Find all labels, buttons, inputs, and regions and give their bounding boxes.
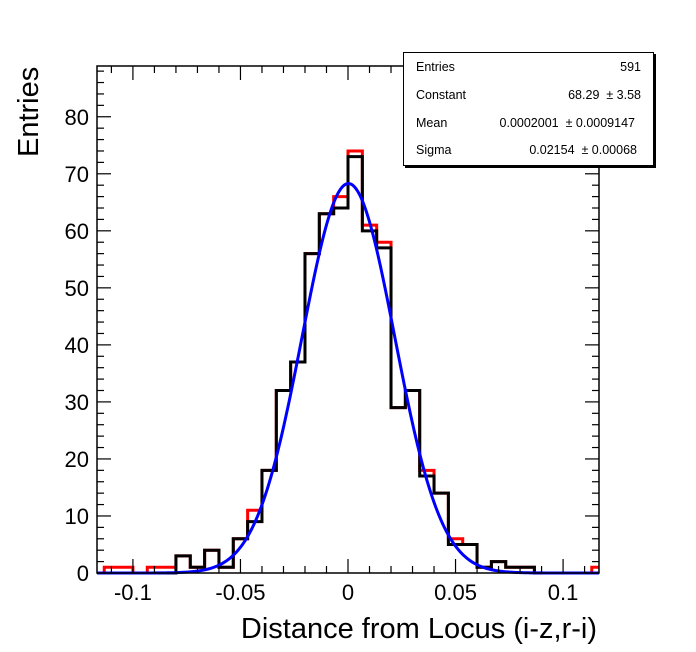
histogram-selected-bin <box>420 476 434 573</box>
stats-row-mean: Mean 0.0002001 ± 0.0009147 <box>416 116 641 132</box>
histogram-all-bin <box>319 214 333 573</box>
stats-label: Entries <box>416 60 455 74</box>
histogram-selected-bin <box>276 391 290 573</box>
histogram-selected-bin <box>348 157 362 573</box>
histogram-selected-bin <box>334 208 348 573</box>
stats-value: 68.29 ± 3.58 <box>568 88 641 102</box>
stats-value: 591 <box>620 60 641 74</box>
x-tick-label: -0.1 <box>114 580 152 605</box>
histogram-selected-bin <box>377 248 391 573</box>
histogram-all-bin <box>420 470 434 573</box>
stats-value: 0.0002001 ± 0.0009147 <box>499 116 635 130</box>
histogram-all-bin <box>362 225 376 573</box>
histogram-layer <box>97 149 599 575</box>
stats-label: Sigma <box>416 143 452 157</box>
histogram-all-bin <box>377 242 391 573</box>
histogram-selected-bin <box>176 556 190 573</box>
y-tick-label: 80 <box>65 105 89 130</box>
y-tick-label: 0 <box>77 561 89 586</box>
histogram-selected-bin <box>291 362 305 573</box>
y-tick-label: 40 <box>65 333 89 358</box>
histogram-selected-bin <box>305 254 319 573</box>
y-tick-label: 20 <box>65 447 89 472</box>
histogram-selected-outline <box>97 155 599 575</box>
histogram-all-outline <box>97 149 599 575</box>
histogram-all-bin <box>291 362 305 573</box>
histogram-all-bin <box>348 151 362 573</box>
y-axis-title: Entries <box>13 67 45 157</box>
gaussian-fit-curve <box>97 182 599 575</box>
stats-label: Mean <box>416 116 448 130</box>
stats-row-constant: Constant 68.29 ± 3.58 <box>416 88 641 104</box>
y-tick-label: 10 <box>65 504 89 529</box>
histogram-selected-bin <box>248 522 262 573</box>
histogram-all-bin <box>305 254 319 573</box>
stats-label: Constant <box>416 88 467 102</box>
y-tick-label: 50 <box>65 276 89 301</box>
stats-value: 0.02154 ± 0.00068 <box>529 143 637 157</box>
x-axis-title: Distance from Locus (i-z,r-i) <box>241 613 597 645</box>
x-tick-label: 0.05 <box>434 580 477 605</box>
histogram-selected-bin <box>319 214 333 573</box>
histogram-all-bin <box>391 408 405 573</box>
x-tick-label: 0.1 <box>548 580 579 605</box>
histogram-all-bin <box>334 197 348 573</box>
x-tick-label: -0.05 <box>215 580 265 605</box>
histogram-all-bin <box>276 391 290 573</box>
stats-row-entries: Entries 591 <box>416 60 641 76</box>
histogram-all-bin <box>176 556 190 573</box>
stats-box: Entries 591 Constant 68.29 ± 3.58 Mean 0… <box>403 52 654 166</box>
y-tick-label: 30 <box>65 390 89 415</box>
histogram-selected-bin <box>391 408 405 573</box>
histogram-selected-bin <box>362 231 376 573</box>
y-tick-label: 70 <box>65 162 89 187</box>
x-tick-label: 0 <box>342 580 354 605</box>
stats-row-sigma: Sigma 0.02154 ± 0.00068 <box>416 143 641 159</box>
y-tick-label: 60 <box>65 219 89 244</box>
